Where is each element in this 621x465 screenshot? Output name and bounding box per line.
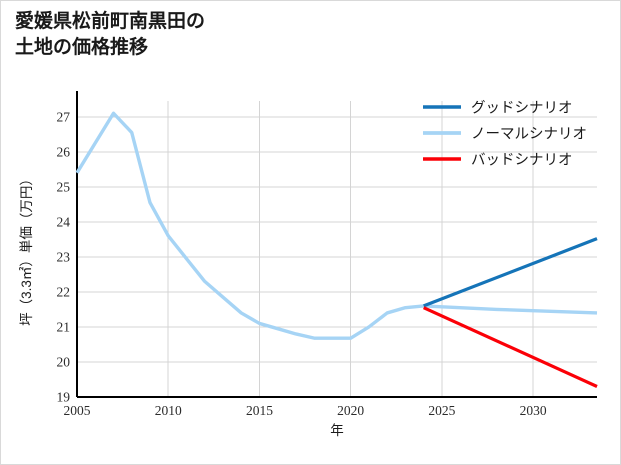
x-tick-label: 2010 (155, 403, 182, 418)
page-title: 愛媛県松前町南黒田の 土地の価格推移 (15, 11, 206, 59)
legend-label-グッドシナリオ: グッドシナリオ (471, 100, 573, 117)
x-tick-label: 2025 (428, 403, 455, 418)
series-line-ノーマルシナリオ (75, 111, 598, 340)
y-tick-label: 21 (57, 319, 71, 334)
y-tick-label: 22 (57, 284, 71, 299)
series-line-バッドシナリオ (423, 306, 598, 388)
x-tick-label: 2020 (337, 403, 364, 418)
y-tick-label: 19 (57, 390, 71, 405)
x-tick-label: 2015 (246, 403, 273, 418)
x-tick-label: 2005 (64, 403, 91, 418)
y-tick-label: 27 (57, 109, 71, 124)
y-tick-label: 24 (57, 214, 71, 229)
y-tick-label: 20 (57, 354, 71, 369)
y-tick-label: 25 (57, 179, 71, 194)
x-axis-title: 年 (330, 423, 344, 438)
legend-label-ノーマルシナリオ: ノーマルシナリオ (471, 127, 587, 143)
legend-label-バッドシナリオ: バッドシナリオ (471, 153, 573, 169)
series-line-グッドシナリオ (423, 237, 598, 308)
x-tick-label: 2030 (520, 403, 547, 418)
y-tick-label: 23 (57, 249, 71, 264)
y-tick-label: 26 (57, 144, 71, 159)
y-axis-title: 坪（3.3㎡）単価（万円） (19, 172, 34, 326)
